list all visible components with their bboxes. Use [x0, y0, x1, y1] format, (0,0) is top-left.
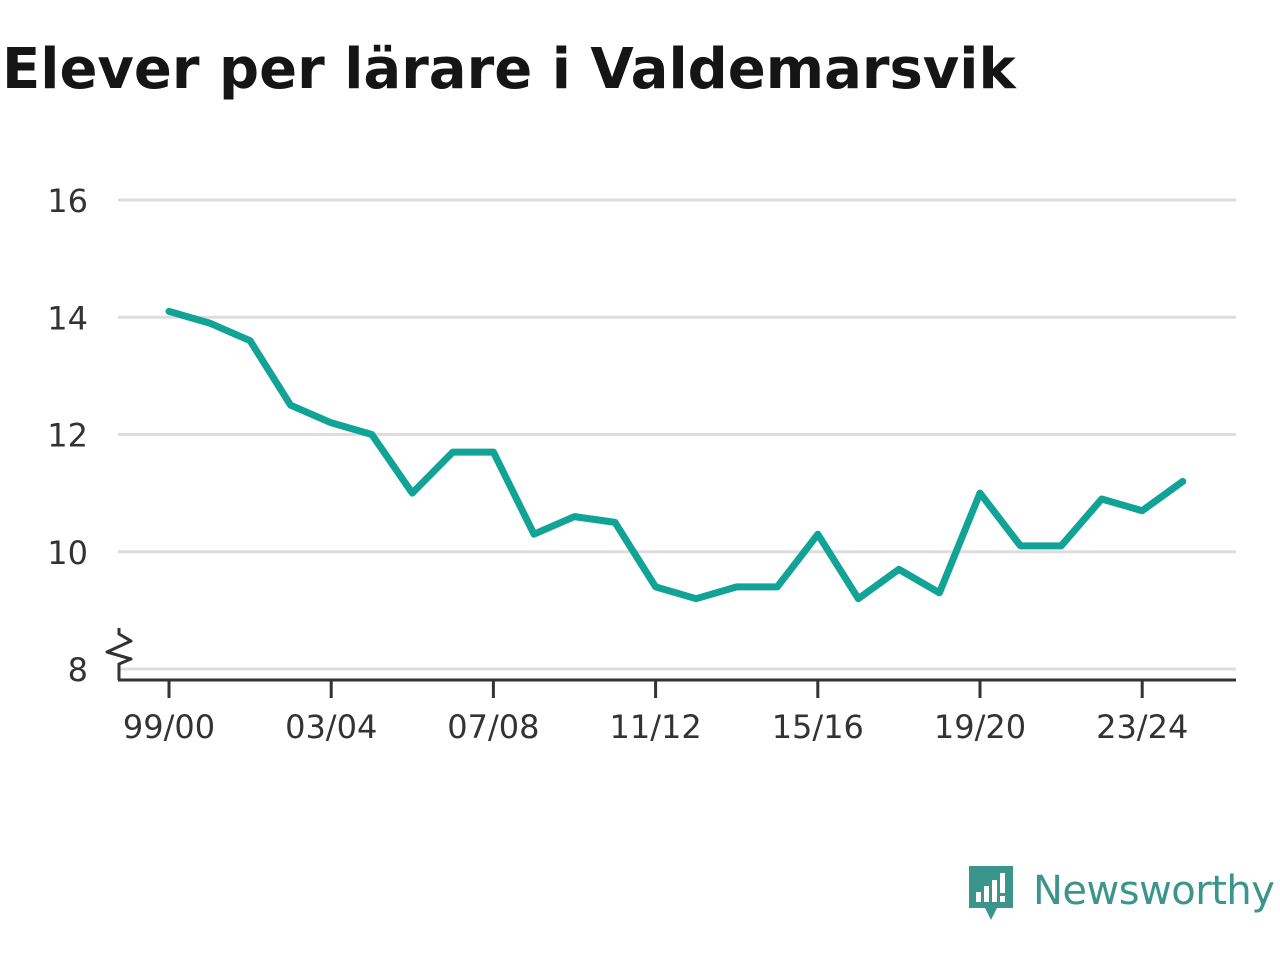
data-point-09/10 [571, 513, 578, 520]
data-point-18/19 [936, 589, 943, 596]
data-points [166, 308, 1187, 602]
x-tick-label: 19/20 [934, 708, 1026, 746]
chart-title: Elever per lärare i Valdemarsvik [2, 37, 1016, 102]
data-point-24/25 [1179, 478, 1186, 485]
x-tick-label: 11/12 [609, 708, 701, 746]
x-ticks [167, 680, 1144, 698]
data-point-17/18 [895, 566, 902, 573]
data-point-01/02 [247, 337, 254, 344]
brand-logo: Newsworthy [965, 862, 1275, 926]
data-point-19/20 [977, 490, 984, 497]
data-point-10/11 [612, 519, 619, 526]
x-tick-label: 07/08 [447, 708, 539, 746]
logo-dot [1000, 896, 1005, 902]
data-point-03/04 [328, 419, 335, 426]
data-point-11/12 [652, 583, 659, 590]
data-point-16/17 [855, 595, 862, 602]
y-tick-labels: 8 10 12 14 16 [47, 182, 88, 689]
logo-bar-4 [1000, 873, 1005, 893]
x-tick-labels: 99/00 03/04 07/08 11/12 15/16 19/20 23/24 [123, 708, 1188, 746]
logo-bar-1 [976, 892, 981, 902]
x-tick-label: 23/24 [1096, 708, 1188, 746]
data-point-20/21 [1017, 542, 1024, 549]
y-tick-label: 12 [47, 417, 88, 455]
data-point-22/23 [1098, 496, 1105, 503]
data-point-13/14 [733, 583, 740, 590]
logo-bubble [969, 866, 1013, 920]
line-chart: 8 10 12 14 16 99/00 03/04 07/08 11/12 15/16 19/20… [47, 182, 1236, 746]
axis-break-icon [105, 628, 133, 666]
gridlines [118, 198, 1236, 671]
data-point-14/15 [774, 583, 781, 590]
data-point-02/03 [287, 402, 294, 409]
data-point-15/16 [814, 531, 821, 538]
logo-bar-3 [992, 880, 997, 902]
data-point-21/22 [1058, 542, 1065, 549]
brand-name: Newsworthy [1033, 868, 1275, 914]
data-point-08/09 [531, 531, 538, 538]
data-point-05/06 [409, 490, 416, 497]
logo-bar-2 [984, 886, 989, 902]
y-tick-label: 16 [47, 182, 88, 220]
data-point-06/07 [449, 449, 456, 456]
y-tick-label: 14 [47, 299, 88, 337]
newsworthy-logo-icon [969, 866, 1013, 920]
data-point-04/05 [368, 431, 375, 438]
x-tick-label: 99/00 [123, 708, 215, 746]
y-tick-label: 10 [47, 534, 88, 572]
data-point-07/08 [490, 449, 497, 456]
axes [105, 628, 1236, 682]
data-point-00/01 [206, 320, 213, 327]
x-tick-label: 15/16 [772, 708, 864, 746]
series-line [165, 307, 1187, 603]
x-tick-label: 03/04 [285, 708, 377, 746]
y-tick-label: 8 [68, 651, 88, 689]
data-point-99/00 [166, 308, 173, 315]
data-point-23/24 [1139, 507, 1146, 514]
data-point-12/13 [693, 595, 700, 602]
